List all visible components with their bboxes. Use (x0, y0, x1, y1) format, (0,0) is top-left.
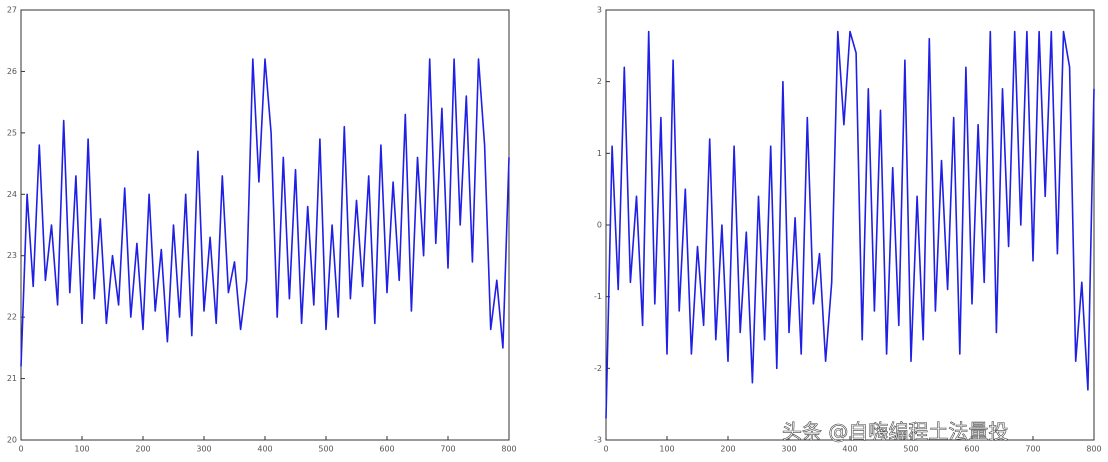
x-tick-label: 200 (720, 445, 735, 454)
y-tick-label: -1 (594, 292, 602, 301)
y-tick-label: 21 (7, 374, 17, 383)
y-tick-label: 20 (7, 436, 17, 445)
y-tick-label: 1 (597, 149, 602, 158)
x-tick-label: 0 (603, 445, 608, 454)
x-tick-label: 400 (257, 445, 272, 454)
x-tick-label: 300 (781, 445, 796, 454)
x-tick-label: 700 (440, 445, 455, 454)
y-tick-label: 22 (7, 313, 17, 322)
y-tick-label: -2 (594, 364, 602, 373)
x-tick-label: 500 (903, 445, 918, 454)
x-tick-label: 200 (135, 445, 150, 454)
y-tick-label: 24 (7, 190, 17, 199)
watermark: 头条 @自嗨编程土法量投 (782, 420, 1008, 444)
x-tick-label: 400 (842, 445, 857, 454)
line-series (20, 58, 510, 367)
y-tick-label: 23 (7, 251, 17, 260)
y-tick-label: 27 (7, 6, 17, 15)
y-tick-label: 3 (597, 6, 602, 15)
plot-frame (20, 9, 510, 441)
x-tick-label: 100 (74, 445, 89, 454)
x-tick-label: 500 (318, 445, 333, 454)
x-tick-label: 800 (501, 445, 516, 454)
y-tick-label: 26 (7, 67, 17, 76)
x-tick-label: 300 (196, 445, 211, 454)
y-tick-label: 25 (7, 128, 17, 137)
x-tick-label: 600 (379, 445, 394, 454)
x-tick-label: 700 (1025, 445, 1040, 454)
x-tick-label: 100 (659, 445, 674, 454)
y-tick-label: 2 (597, 77, 602, 86)
y-tick-label: -3 (594, 436, 602, 445)
line-series (605, 30, 1095, 419)
x-tick-label: 800 (1086, 445, 1101, 454)
x-tick-label: 0 (18, 445, 23, 454)
x-tick-label: 600 (964, 445, 979, 454)
y-tick-label: 0 (597, 221, 602, 230)
